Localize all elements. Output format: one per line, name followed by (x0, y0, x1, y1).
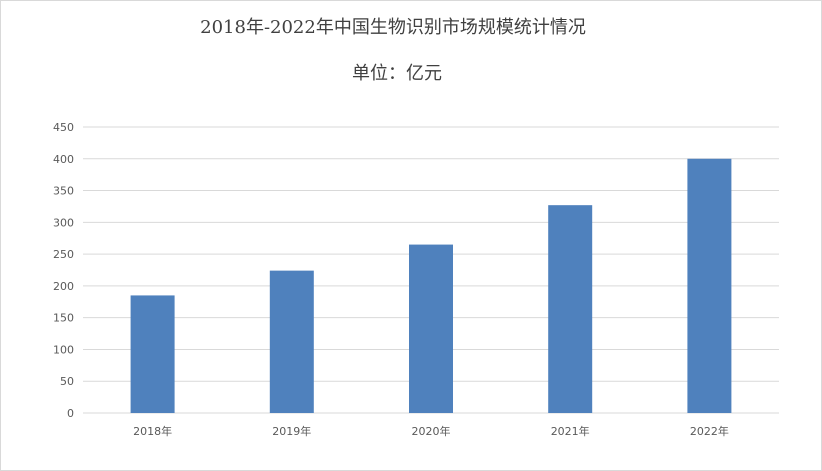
x-tick-label: 2019年 (272, 424, 311, 438)
bar (409, 244, 453, 413)
bar (687, 158, 732, 413)
bar (548, 205, 593, 413)
y-tick-label: 0 (67, 407, 74, 420)
y-tick-label: 200 (53, 280, 74, 293)
y-tick-label: 150 (53, 312, 74, 325)
x-tick-label: 2022年 (690, 424, 729, 438)
y-tick-label: 400 (53, 153, 74, 166)
x-tick-label: 2021年 (551, 424, 590, 438)
chart-title: 2018年-2022年中国生物识别市场规模统计情况 (200, 17, 586, 38)
y-tick-label: 50 (60, 375, 74, 388)
chart-subtitle: 单位：亿元 (352, 63, 442, 84)
y-tick-label: 250 (53, 248, 74, 261)
y-tick-label: 450 (53, 121, 74, 134)
bar (130, 295, 175, 413)
y-tick-label: 100 (53, 343, 74, 356)
x-tick-label: 2020年 (412, 424, 451, 438)
y-tick-label: 350 (53, 185, 74, 198)
bar (269, 270, 314, 413)
y-tick-label: 300 (53, 216, 74, 229)
x-tick-label: 2018年 (133, 424, 172, 438)
